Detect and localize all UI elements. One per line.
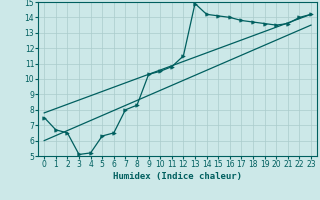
X-axis label: Humidex (Indice chaleur): Humidex (Indice chaleur)	[113, 172, 242, 181]
